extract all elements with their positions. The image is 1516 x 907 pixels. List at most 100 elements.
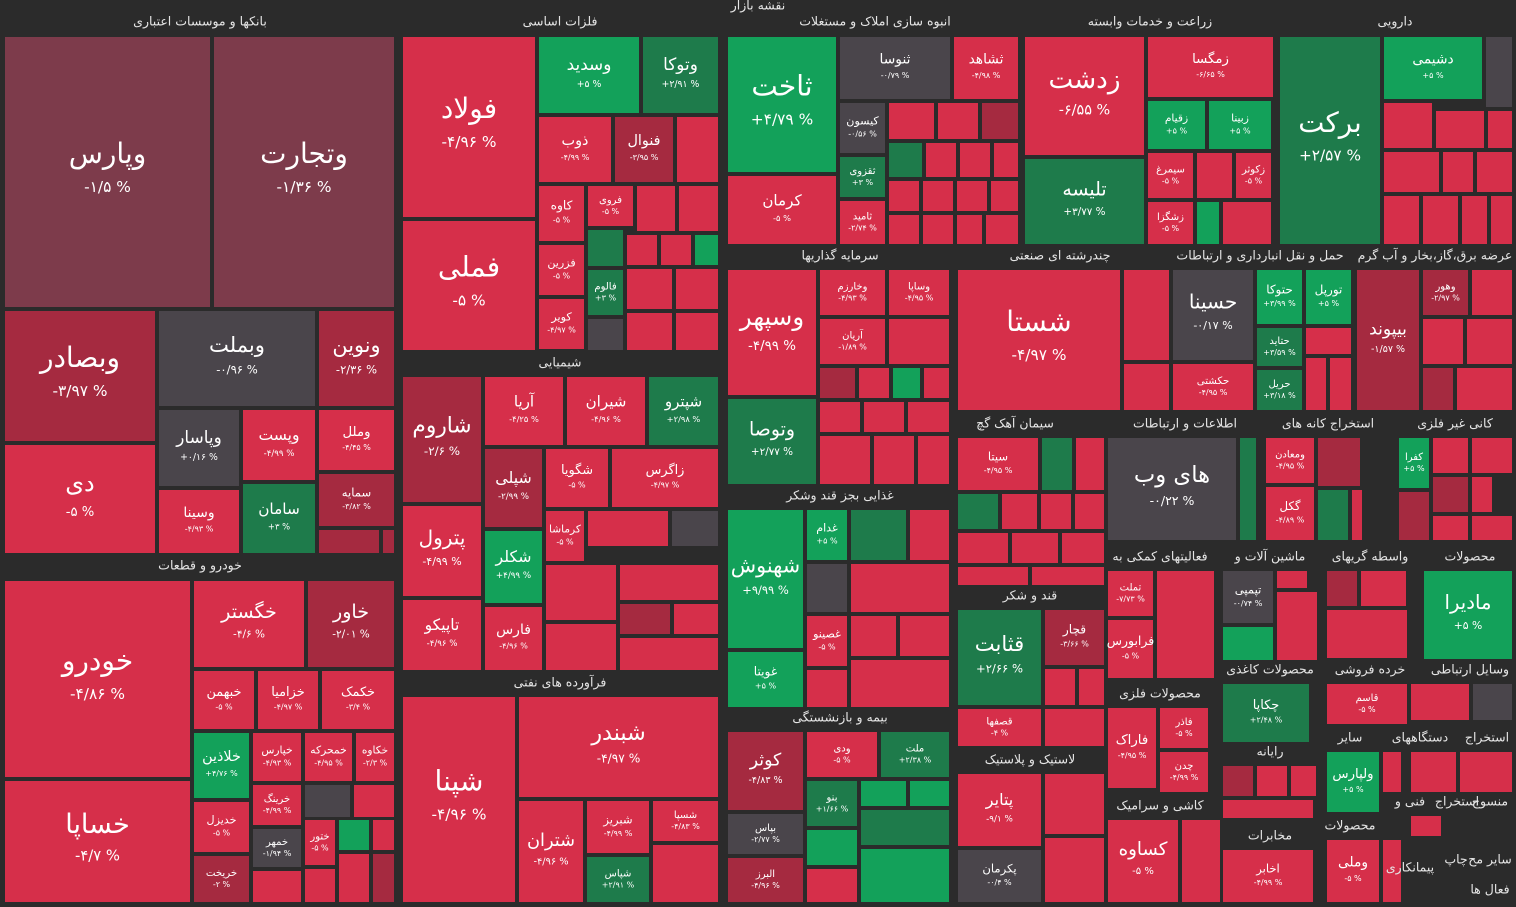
tile-change: -۱/۵۷ % [1371,344,1405,355]
tile-change: -۴/۲۵ % [509,414,539,424]
tile-change: -۴/۹۶ % [431,805,486,823]
tile [519,801,583,902]
tile-name: پترول [419,526,466,551]
sector-title: زراعت و خدمات وابسته [1088,14,1212,30]
tile-name: وپارس [69,137,147,170]
tile-name: آریا [514,392,535,410]
tile-name: خودرو [60,644,133,677]
tile [820,402,860,432]
tile-change: +۵ % [1422,71,1444,80]
tile-change: +۵ % [1342,785,1364,794]
tile [728,814,803,854]
tile [889,319,949,364]
tile-change: +۵ % [1166,126,1188,135]
tile-change: +۴/۹۹ % [496,571,531,581]
tile [1318,490,1348,540]
sector-title: مخابرات [1248,828,1292,844]
tile-change: -۲/۰۱ % [332,629,370,641]
tile [485,377,563,445]
tile [1306,358,1326,410]
tile-change: -۵ % [833,756,851,765]
tile-change: +۳/۹۹ % [1263,299,1296,308]
sector-title: وسایل ارتباطی [1431,662,1509,678]
tile [1257,766,1287,796]
tile-change: -۰/۱۷ % [1193,319,1232,332]
tile [958,494,998,529]
tile-change: +۲/۹۱ % [662,79,700,90]
tile-change: -۵ % [215,703,233,712]
tile [1491,196,1512,244]
sector-title: عرضه برق،گاز،بخار و آب گرم [1358,248,1513,264]
tile [1460,752,1512,792]
sector-title: ماشین آلات و [1234,549,1306,565]
tile-change: -۱/۸۹ % [838,343,867,352]
tile [159,311,315,406]
sector-title: منسوج [1472,794,1508,810]
tile [253,871,301,902]
tile-change: -۴/۹۶ % [441,133,496,151]
tile-change: -۵ % [553,216,571,225]
tile [1062,533,1104,563]
tile [1399,438,1429,488]
tile [1384,196,1419,244]
tile-name: شبندر [590,720,645,746]
tile [653,845,718,902]
tile [1443,152,1473,192]
tile [620,638,718,670]
tile-change: -۳/۴ % [346,703,371,712]
tile [889,143,922,177]
tile-name: پکرمان [982,862,1016,877]
sector-title: سایر [1337,730,1363,746]
tile-name: گکل [1279,499,1300,513]
tile [5,311,155,441]
tile [653,801,718,841]
tile-name: ختور [309,832,329,843]
tile [1025,159,1144,244]
tile-change: -۴/۹۷ % [274,703,303,712]
tile-name: تاپیکو [424,616,460,635]
tile [319,311,394,406]
tile-name: شستا [1006,305,1071,338]
tile-name: ثامید [853,212,873,223]
tile [1424,571,1512,659]
tile [373,854,394,902]
tile [728,510,803,648]
tile [322,671,394,729]
tile [243,484,315,553]
sector-title: انبوه سازی املاک و مستغلات [799,14,950,30]
tile-change: -۰/۹۶ % [216,363,257,377]
tile [672,511,718,546]
tile [1352,490,1362,540]
tile [851,660,949,707]
tile-change: -۷/۷۳ % [1116,595,1145,604]
tile [954,37,1018,99]
tile-name: حریل [1268,379,1290,390]
sector-title: محصولات کاغذی [1226,662,1314,678]
tile-change: -۴/۴۵ % [342,443,371,452]
tile-name: وخارزم [838,282,868,293]
tile-name: بنو [826,793,838,804]
sector-title: قند و شکر [1002,588,1058,604]
sector-title: خودرو و قطعات [158,558,242,574]
tile [627,269,672,309]
sector-title: دستگاههای [1392,730,1448,746]
tile [820,270,885,315]
tile [728,176,836,244]
tile [305,869,335,902]
sector-title: سایر مح [1468,852,1511,868]
tile [620,565,718,600]
sector-title: فلزات اساسی [523,14,598,30]
tile [194,802,249,852]
tile-name: فروی [599,195,622,206]
tile [1223,800,1313,818]
sector-title: استخراج [1435,794,1479,810]
tile [924,368,949,398]
tile-name: غدام [816,521,838,534]
tile [1411,816,1441,836]
tile [1042,438,1072,490]
tile [1318,438,1360,486]
tile [1240,438,1256,540]
tile [319,530,379,553]
tile [1108,438,1236,540]
sector-title: اطلاعات و ارتباطات [1133,416,1237,432]
